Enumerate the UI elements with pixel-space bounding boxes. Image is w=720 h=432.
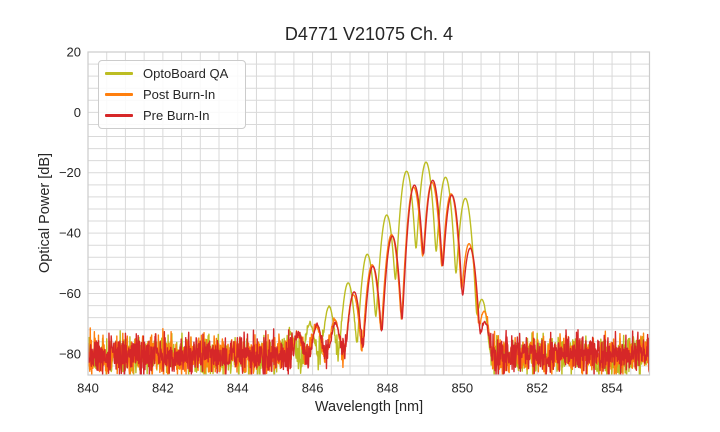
axes-frame bbox=[87, 51, 651, 376]
legend-item-label: OptoBoard QA bbox=[143, 66, 229, 81]
y-tick-label: 0 bbox=[74, 105, 81, 120]
y-tick-label: −60 bbox=[59, 286, 81, 301]
x-axis-label: Wavelength [nm] bbox=[314, 399, 424, 415]
x-tick-label: 846 bbox=[302, 381, 324, 396]
legend-item: Pre Burn-In bbox=[105, 105, 245, 126]
legend-line-swatch bbox=[105, 93, 133, 96]
x-tick-label: 848 bbox=[377, 381, 399, 396]
x-tick-label: 840 bbox=[77, 381, 99, 396]
legend-item: Post Burn-In bbox=[105, 84, 245, 105]
legend: OptoBoard QA Post Burn-In Pre Burn-In bbox=[98, 60, 246, 129]
pre-burn-in-curve bbox=[88, 179, 650, 375]
y-axis-label: Optical Power [dB] bbox=[37, 152, 53, 274]
y-tick-label: −80 bbox=[59, 346, 81, 361]
legend-item-label: Post Burn-In bbox=[143, 87, 216, 102]
post-burn-in-curve bbox=[88, 181, 650, 375]
legend-item-label: Pre Burn-In bbox=[143, 108, 210, 123]
x-tick-label: 854 bbox=[601, 381, 623, 396]
spectrum-curves bbox=[88, 161, 650, 375]
legend-line-swatch bbox=[105, 114, 133, 117]
y-tick-label: 20 bbox=[67, 45, 81, 60]
x-tick-label: 844 bbox=[227, 381, 249, 396]
x-tick-label: 852 bbox=[526, 381, 548, 396]
legend-item: OptoBoard QA bbox=[105, 63, 245, 84]
legend-line-swatch bbox=[105, 72, 133, 75]
chart-title: D4771 V21075 Ch. 4 bbox=[284, 24, 454, 44]
y-tick-label: −40 bbox=[59, 226, 81, 241]
x-tick-label: 842 bbox=[152, 381, 174, 396]
tick-labels: 840 842 844 846 848 850 852 854 20 0 −20 −40 −60 −80 bbox=[59, 45, 623, 396]
x-tick-label: 850 bbox=[451, 381, 473, 396]
y-tick-label: −20 bbox=[59, 165, 81, 180]
